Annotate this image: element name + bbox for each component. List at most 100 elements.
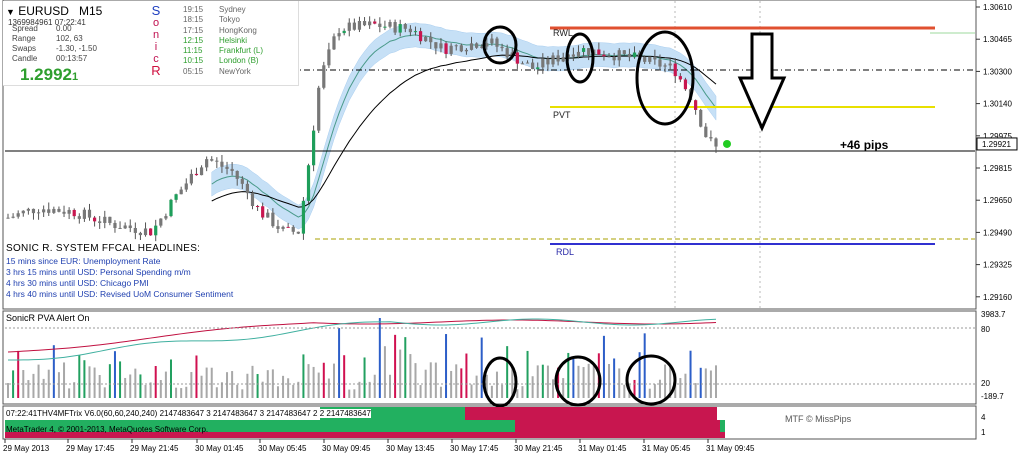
stat-row: Spread 0.00 <box>12 24 97 34</box>
candle-body <box>546 58 550 65</box>
candle-body <box>383 26 387 28</box>
candle-body <box>184 183 188 190</box>
candle-body <box>281 226 285 229</box>
candle-body <box>108 216 112 223</box>
price-label: 1.29975 <box>983 132 1012 141</box>
candle-body <box>571 54 575 57</box>
volume-highlight-circle <box>554 355 602 407</box>
volume-bar <box>552 379 555 398</box>
volume-bar <box>450 370 453 398</box>
volume-bar <box>317 372 320 398</box>
candle-body <box>373 21 377 24</box>
stat-value: 0.00 <box>56 24 72 33</box>
candle-body <box>240 178 244 184</box>
ffcal-title: SONIC R. SYSTEM FFCAL HEADLINES: <box>6 243 201 254</box>
candle-body <box>271 212 275 227</box>
candle-body <box>709 137 713 139</box>
candle-body <box>72 209 76 217</box>
candle-body <box>342 30 346 34</box>
volume-bar <box>608 364 611 398</box>
trix-block-red <box>5 432 725 438</box>
candle-body <box>469 43 474 50</box>
candle-body <box>352 22 356 30</box>
session-name: Sydney <box>219 5 246 14</box>
volume-bar <box>52 345 55 398</box>
volume-bar <box>83 360 86 398</box>
highlight-circle <box>482 25 518 65</box>
candle-body <box>306 165 311 201</box>
volume-bar <box>480 337 483 398</box>
volume-bar <box>455 364 458 398</box>
volume-bar <box>506 346 509 398</box>
price-label: 1.29325 <box>983 261 1012 270</box>
volume-bar <box>88 366 91 398</box>
session-row: 10:15 London (B) <box>183 56 263 66</box>
volume-bar <box>307 364 310 398</box>
candle-body <box>52 208 56 213</box>
volume-bar <box>282 375 285 398</box>
candle-body <box>643 57 647 62</box>
volume-indicator-panel[interactable] <box>2 310 977 405</box>
candle-body <box>261 206 265 218</box>
pva-title: SonicR PVA Alert On <box>6 313 90 323</box>
volume-bar <box>103 387 106 398</box>
volume-bar <box>256 374 259 398</box>
candle-body <box>597 49 601 55</box>
volume-bar <box>134 368 137 398</box>
candle-body <box>704 126 708 138</box>
trix-block-red-right <box>610 420 720 432</box>
candle-body <box>449 45 453 54</box>
volume-bar <box>276 386 279 398</box>
volume-bar <box>175 387 178 398</box>
candle-body <box>67 209 71 214</box>
candle-body <box>368 21 372 26</box>
candle-body <box>143 228 148 236</box>
candle-body <box>57 208 61 212</box>
volume-bar <box>414 363 417 398</box>
candle-body <box>123 225 127 229</box>
volume-bar <box>190 372 193 398</box>
candle-body <box>255 206 260 208</box>
volume-bar <box>205 367 208 398</box>
dropdown-arrow-icon[interactable]: ▼ <box>6 7 15 17</box>
candle-body <box>602 54 606 57</box>
volume-bar <box>434 362 437 398</box>
candle-body <box>500 46 504 49</box>
candle-body <box>149 228 153 236</box>
current-price-dot <box>723 139 731 148</box>
candle-body <box>31 208 36 214</box>
volume-bar <box>383 346 386 398</box>
trix-block-red-upper <box>465 407 717 420</box>
volume-average-line <box>7 319 717 353</box>
time-label: 31 May 09:45 <box>706 444 755 453</box>
candle-body <box>581 48 586 52</box>
volume-bar <box>353 389 356 398</box>
candle-body <box>418 31 423 42</box>
volume-bar <box>78 355 81 398</box>
symbol-header[interactable]: ▼ EURUSD M15 <box>6 4 102 18</box>
volume-bar <box>246 373 249 398</box>
stat-value: 102, 63 <box>56 34 83 43</box>
candle-body <box>408 28 412 33</box>
candle-body <box>225 166 229 169</box>
volume-bar <box>643 333 646 398</box>
candle-body <box>424 36 428 42</box>
volume-bar <box>567 352 570 398</box>
candle-body <box>480 46 484 48</box>
session-name: Tokyo <box>219 15 240 25</box>
candle-body <box>485 43 489 47</box>
volume-bar <box>68 388 71 398</box>
symbol-pair: EURUSD <box>18 4 69 18</box>
axes: 1.30610 1.30465 1.30300 1.30140 1.29975 1.298… <box>3 3 1018 453</box>
sonic-letter: S <box>151 3 161 18</box>
candle-body <box>301 200 306 234</box>
volume-bar <box>57 372 60 398</box>
candle-body <box>612 56 616 61</box>
volume-bar <box>266 370 269 398</box>
price-label: 1.29815 <box>983 164 1012 173</box>
volume-bar <box>715 365 717 398</box>
copyright: MetaTrader 4, © 2001-2013, MetaQuotes So… <box>6 425 209 434</box>
candle-body <box>520 63 525 65</box>
candle-body <box>678 76 682 80</box>
candle-body <box>683 79 688 90</box>
